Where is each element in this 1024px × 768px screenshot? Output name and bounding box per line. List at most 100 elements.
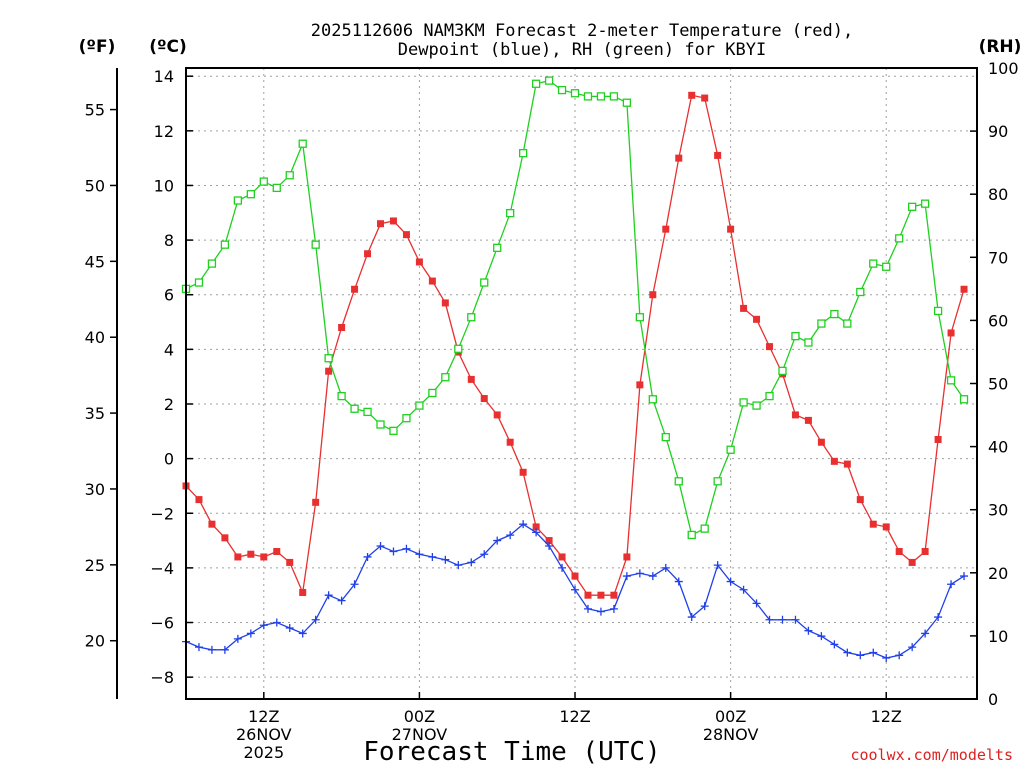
dewpoint-point	[428, 552, 437, 561]
dewpoint-point	[545, 542, 554, 551]
rh-point	[285, 171, 294, 180]
dewpoint-point	[194, 643, 203, 652]
dewpoint-point	[791, 615, 800, 624]
celsius-tick-label: −6	[150, 614, 174, 633]
dewpoint-point	[519, 520, 528, 529]
rh-point	[622, 98, 632, 107]
2-meter-temperature-point	[247, 550, 255, 558]
dewpoint-point	[830, 640, 839, 649]
2-meter-temperature-point	[921, 547, 929, 555]
rh-point	[518, 149, 528, 158]
rh-point	[869, 259, 878, 268]
dewpoint-point	[778, 615, 787, 624]
dewpoint-point	[571, 585, 580, 594]
2-meter-temperature-point	[351, 285, 359, 293]
rh-point	[493, 243, 502, 252]
rh-point	[609, 92, 619, 101]
series-layer	[181, 76, 969, 663]
rh-point	[752, 401, 761, 410]
rh-point	[194, 278, 204, 287]
x-tick-label: 00Z	[404, 707, 435, 726]
rh-tick-label: 40	[988, 438, 1008, 457]
rh-point	[959, 395, 969, 404]
dewpoint-point	[220, 645, 229, 654]
2-meter-temperature-point	[830, 457, 838, 465]
dewpoint-point	[207, 645, 216, 654]
dewpoint-point	[908, 643, 917, 652]
x-tick-label: 2025	[243, 743, 284, 762]
celsius-tick-label: −8	[150, 668, 174, 687]
dewpoint-point	[324, 591, 333, 600]
2-meter-temperature-point	[402, 231, 410, 239]
dewpoint-point	[596, 607, 605, 616]
rh-point	[713, 477, 722, 486]
rh-tick-label: 100	[988, 59, 1019, 78]
2-meter-temperature-point	[817, 438, 825, 446]
rh-point	[428, 388, 437, 398]
2-meter-temperature-point	[221, 534, 229, 542]
2-meter-temperature-point	[701, 94, 709, 102]
dewpoint-point	[480, 550, 489, 559]
celsius-tick-label: 8	[164, 231, 174, 250]
rh-tick-label: 0	[988, 690, 998, 709]
rh-point	[415, 401, 424, 410]
fahrenheit-unit-label: (ºF)	[79, 37, 116, 57]
dewpoint-point	[869, 648, 878, 657]
2-meter-temperature-point	[675, 154, 683, 162]
rh-tick-label: 60	[988, 311, 1008, 330]
dewpoint-point	[558, 563, 567, 572]
2-meter-temperature-point	[662, 225, 670, 233]
2-meter-temperature-point	[766, 343, 774, 351]
dewpoint-point	[285, 623, 294, 632]
rh-point	[648, 395, 657, 404]
rh-point	[674, 477, 683, 486]
2-meter-temperature-point	[364, 250, 372, 258]
title-line-1: 2025112606 NAM3KM Forecast 2-meter Tempe…	[311, 21, 853, 41]
2-meter-temperature-point	[636, 381, 644, 389]
2-meter-temperature-point	[519, 468, 527, 476]
dewpoint-point	[882, 654, 891, 663]
rh-point	[661, 432, 670, 442]
rh-tick-label: 30	[988, 501, 1008, 520]
rh-point	[324, 354, 333, 363]
rh-point	[726, 445, 735, 454]
2-meter-temperature-point	[688, 91, 696, 99]
rh-point	[363, 407, 372, 417]
dewpoint-point	[635, 569, 644, 578]
dewpoint-point	[272, 618, 281, 627]
2-meter-temperature-point	[389, 217, 397, 225]
2-meter-temperature-point	[908, 558, 916, 566]
dewpoint-point	[713, 561, 722, 570]
dewpoint-point	[726, 577, 735, 586]
series-dewpoint	[182, 520, 969, 663]
rh-point	[908, 202, 917, 211]
rh-point	[246, 190, 255, 199]
rh-point	[298, 139, 307, 148]
rh-point	[259, 177, 268, 186]
x-axis-label: Forecast Time (UTC)	[363, 737, 660, 767]
2-meter-temperature-point	[415, 258, 423, 266]
rh-tick-label: 80	[988, 185, 1008, 204]
credit-text: coolwx.com/modelts	[850, 746, 1013, 764]
rh-point	[454, 344, 463, 353]
dewpoint-point	[648, 572, 657, 581]
dewpoint-point	[856, 651, 865, 660]
rh-point	[856, 287, 865, 297]
2-meter-temperature-point	[714, 151, 722, 159]
fahrenheit-tick-label: 40	[85, 328, 105, 347]
rh-tick-label: 10	[988, 627, 1008, 646]
dewpoint-point	[960, 572, 969, 581]
rh-point	[946, 376, 956, 385]
2-meter-temperature-point	[753, 315, 761, 323]
x-tick-label: 00Z	[715, 707, 746, 726]
dewpoint-point	[350, 580, 359, 589]
2-meter-temperature-point	[377, 220, 385, 228]
2-meter-temperature-point	[286, 558, 294, 566]
rh-tick-label: 20	[988, 564, 1008, 583]
rh-point	[311, 240, 320, 249]
dewpoint-point	[363, 552, 372, 561]
dewpoint-point	[493, 536, 502, 545]
dewpoint-point	[947, 580, 956, 589]
rh-point	[700, 524, 709, 533]
2-meter-temperature-point	[740, 304, 748, 312]
